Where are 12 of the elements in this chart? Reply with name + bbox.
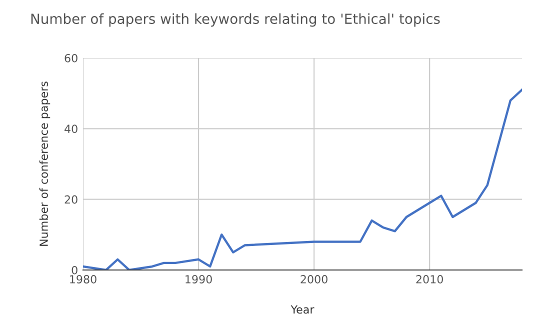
- y-tick-label: 20: [64, 195, 78, 204]
- chart-title: Number of papers with keywords relating to 'Ethical' topics: [31, 13, 440, 27]
- x-tick-label: 2010: [416, 275, 443, 284]
- x-axis-title: Year: [290, 305, 314, 314]
- line-series: [83, 88, 522, 270]
- x-tick-label: 1990: [186, 275, 212, 284]
- y-axis-title: Number of conference papers: [39, 82, 50, 246]
- x-tick-label: 2000: [300, 275, 328, 284]
- y-tick-label: 0: [72, 266, 78, 274]
- x-tick-label: 1980: [70, 275, 96, 284]
- y-tick-label: 40: [64, 124, 78, 134]
- y-tick-label: 60: [64, 54, 78, 62]
